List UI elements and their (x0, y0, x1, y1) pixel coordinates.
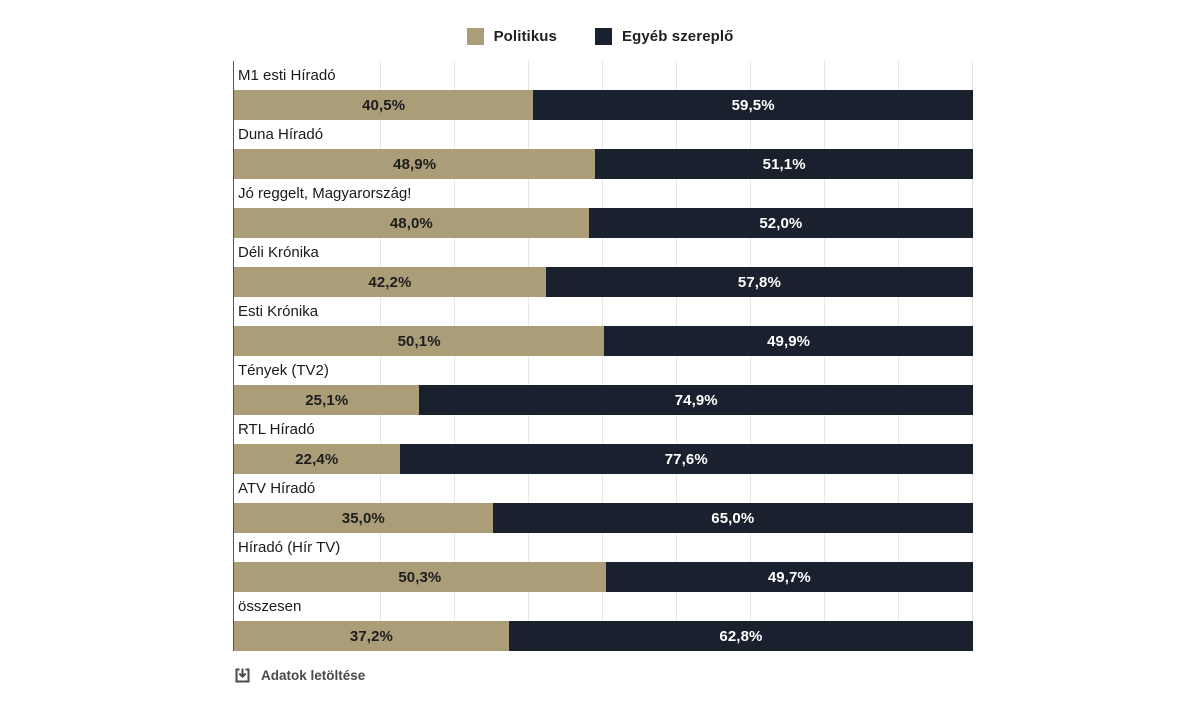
chart-row: Déli Krónika 42,2% 57,8% (234, 238, 973, 297)
category-label-strip: Duna Híradó (234, 120, 973, 149)
category-label: Híradó (Hír TV) (234, 533, 353, 562)
chart-rows: M1 esti Híradó 40,5% 59,5% Duna Híradó 4… (234, 61, 973, 651)
bar-segment-politikus: 50,1% (234, 326, 605, 356)
category-label: M1 esti Híradó (234, 61, 348, 90)
category-label-strip: összesen (234, 592, 973, 621)
download-icon (235, 668, 250, 683)
bar-segment-politikus: 40,5% (234, 90, 534, 120)
legend-swatch-politikus (466, 28, 484, 45)
value-label: 77,6% (664, 450, 708, 468)
category-label: Duna Híradó (234, 120, 336, 149)
legend-swatch-egyeb-szereplo (594, 28, 612, 45)
download-label: Adatok letöltése (261, 668, 366, 683)
value-label: 57,8% (737, 273, 781, 291)
legend: Politikus Egyéb szereplő (0, 28, 1200, 45)
bar-segment-politikus: 22,4% (234, 444, 400, 474)
chart-row: M1 esti Híradó 40,5% 59,5% (234, 61, 973, 120)
bar-segment-egyeb-szereplo: 65,0% (492, 503, 973, 533)
category-label: Tények (TV2) (234, 356, 341, 385)
chart-row: Tények (TV2) 25,1% 74,9% (234, 356, 973, 415)
chart-row: összesen 37,2% 62,8% (234, 592, 973, 651)
bar-segment-politikus: 50,3% (234, 562, 606, 592)
stacked-bar: 48,9% 51,1% (234, 149, 973, 179)
stacked-bar: 22,4% 77,6% (234, 444, 973, 474)
bar-segment-egyeb-szereplo: 77,6% (399, 444, 973, 474)
value-label: 48,0% (389, 214, 433, 232)
bar-segment-politikus: 35,0% (234, 503, 493, 533)
category-label: Esti Krónika (234, 297, 331, 326)
category-label-strip: ATV Híradó (234, 474, 973, 503)
bar-segment-egyeb-szereplo: 57,8% (545, 267, 973, 297)
value-label: 25,1% (305, 391, 349, 409)
bar-segment-egyeb-szereplo: 49,7% (605, 562, 973, 592)
value-label: 50,3% (398, 568, 442, 586)
bar-segment-egyeb-szereplo: 62,8% (508, 621, 973, 651)
stacked-bar: 50,3% 49,7% (234, 562, 973, 592)
category-label: ATV Híradó (234, 474, 328, 503)
value-label: 50,1% (397, 332, 441, 350)
bar-segment-politikus: 48,9% (234, 149, 596, 179)
category-label-strip: Esti Krónika (234, 297, 973, 326)
stacked-bar: 50,1% 49,9% (234, 326, 973, 356)
chart-row: Híradó (Hír TV) 50,3% 49,7% (234, 533, 973, 592)
legend-item-egyeb-szereplo: Egyéb szereplő (594, 28, 734, 45)
chart-row: RTL Híradó 22,4% 77,6% (234, 415, 973, 474)
plot-area: M1 esti Híradó 40,5% 59,5% Duna Híradó 4… (233, 61, 973, 651)
stacked-bar: 25,1% 74,9% (234, 385, 973, 415)
value-label: 62,8% (719, 627, 763, 645)
stacked-bar: 37,2% 62,8% (234, 621, 973, 651)
value-label: 74,9% (674, 391, 718, 409)
chart-row: Esti Krónika 50,1% 49,9% (234, 297, 973, 356)
bar-segment-egyeb-szereplo: 51,1% (595, 149, 973, 179)
stacked-bar: 42,2% 57,8% (234, 267, 973, 297)
category-label-strip: Déli Krónika (234, 238, 973, 267)
category-label-strip: RTL Híradó (234, 415, 973, 444)
download-data-link[interactable]: Adatok letöltése (233, 666, 365, 685)
stacked-bar: 35,0% 65,0% (234, 503, 973, 533)
chart-row: Jó reggelt, Magyarország! 48,0% 52,0% (234, 179, 973, 238)
chart-row: ATV Híradó 35,0% 65,0% (234, 474, 973, 533)
category-label: Jó reggelt, Magyarország! (234, 179, 424, 208)
bar-segment-politikus: 42,2% (234, 267, 546, 297)
value-label: 49,7% (767, 568, 811, 586)
value-label: 22,4% (295, 450, 339, 468)
value-label: 48,9% (393, 155, 437, 173)
value-label: 49,9% (767, 332, 811, 350)
bar-segment-egyeb-szereplo: 52,0% (588, 208, 973, 238)
value-label: 65,0% (711, 509, 755, 527)
category-label-strip: Jó reggelt, Magyarország! (234, 179, 973, 208)
bar-segment-egyeb-szereplo: 59,5% (533, 90, 973, 120)
value-label: 59,5% (731, 96, 775, 114)
stacked-bar: 48,0% 52,0% (234, 208, 973, 238)
category-label-strip: Tények (TV2) (234, 356, 973, 385)
bar-segment-egyeb-szereplo: 74,9% (419, 385, 973, 415)
category-label: Déli Krónika (234, 238, 331, 267)
value-label: 37,2% (349, 627, 393, 645)
stacked-bar: 40,5% 59,5% (234, 90, 973, 120)
legend-label: Egyéb szereplő (621, 28, 734, 45)
bar-segment-politikus: 25,1% (234, 385, 420, 415)
value-label: 42,2% (368, 273, 412, 291)
legend-label: Politikus (493, 28, 557, 45)
legend-item-politikus: Politikus (466, 28, 557, 45)
value-label: 35,0% (341, 509, 385, 527)
value-label: 51,1% (762, 155, 806, 173)
value-label: 40,5% (362, 96, 406, 114)
chart-row: Duna Híradó 48,9% 51,1% (234, 120, 973, 179)
category-label-strip: M1 esti Híradó (234, 61, 973, 90)
value-label: 52,0% (759, 214, 803, 232)
bar-segment-politikus: 37,2% (234, 621, 509, 651)
bar-segment-egyeb-szereplo: 49,9% (604, 326, 973, 356)
category-label: RTL Híradó (234, 415, 327, 444)
category-label: összesen (234, 592, 314, 621)
bar-segment-politikus: 48,0% (234, 208, 589, 238)
category-label-strip: Híradó (Hír TV) (234, 533, 973, 562)
